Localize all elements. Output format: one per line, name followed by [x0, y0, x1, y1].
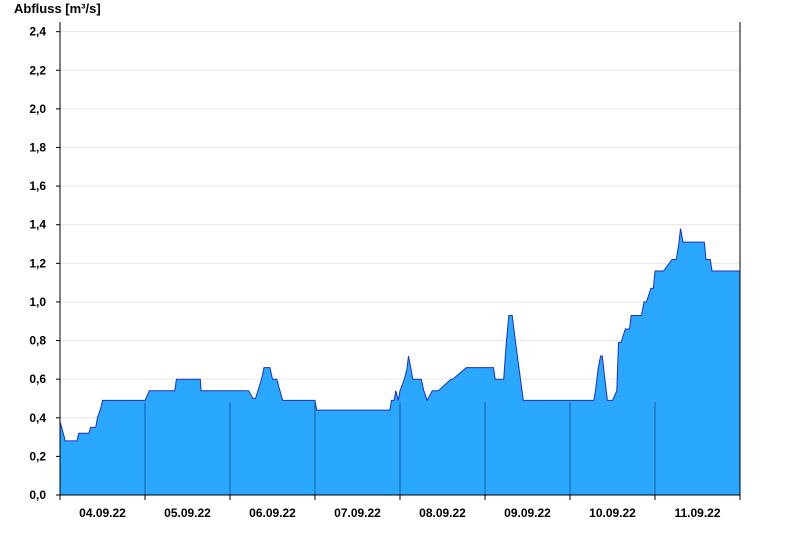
x-tick-label: 07.09.22	[334, 506, 381, 520]
y-tick-label: 2,4	[29, 25, 46, 39]
x-tick-label: 06.09.22	[249, 506, 296, 520]
y-tick-label: 0,2	[29, 449, 46, 463]
y-tick-label: 1,4	[29, 218, 46, 232]
y-tick-label: 1,8	[29, 140, 46, 154]
y-tick-label: 2,0	[29, 102, 46, 116]
axes	[56, 22, 741, 500]
y-tick-label: 1,2	[29, 256, 46, 270]
y-axis-title: Abfluss [m³/s]	[14, 1, 101, 16]
y-tick-label: 0,0	[29, 488, 46, 502]
x-tick-label: 09.09.22	[504, 506, 551, 520]
y-tick-label: 1,6	[29, 179, 46, 193]
y-tick-label: 2,2	[29, 63, 46, 77]
x-tick-label: 10.09.22	[589, 506, 636, 520]
y-tick-labels: 0,0 0,2 0,4 0,6 0,8 1,0 1,2 1,4 1,6 1,8 2,0 2,2 2,4	[29, 25, 46, 502]
y-tick-label: 1,0	[29, 295, 46, 309]
y-tick-label: 0,8	[29, 334, 46, 348]
day-separator-lines	[144, 402, 656, 495]
x-tick-label: 05.09.22	[164, 506, 211, 520]
x-tick-label: 08.09.22	[419, 506, 466, 520]
y-tick-label: 0,6	[29, 372, 46, 386]
y-tick-label: 0,4	[29, 411, 46, 425]
x-tick-label: 04.09.22	[79, 506, 126, 520]
x-tick-label: 11.09.22	[674, 506, 720, 520]
x-tick-labels: 04.09.22 05.09.22 06.09.22 07.09.22 08.09.22…	[79, 506, 721, 520]
discharge-line	[59, 228, 740, 442]
